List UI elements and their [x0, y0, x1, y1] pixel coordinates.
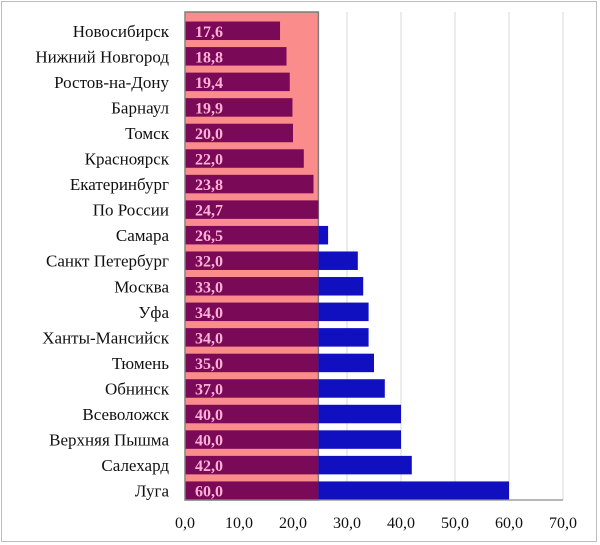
bar-10 [185, 277, 319, 296]
data-label: 42,0 [195, 458, 223, 475]
category-label: По России [93, 201, 169, 220]
data-labels: 17,6 18,8 19,4 19,9 20,0 22,0 23,8 24,7 26,5 32,0… [195, 24, 223, 501]
bar-1 [185, 47, 287, 66]
category-label: Ростов-на-Дону [54, 73, 169, 92]
data-label: 26,5 [195, 228, 223, 245]
x-tick-label: 30,0 [333, 515, 361, 532]
bar-extension-14 [318, 379, 385, 398]
x-tick-label: 40,0 [387, 515, 415, 532]
bar-extension-10 [318, 277, 364, 296]
bar-17 [185, 455, 319, 475]
bar-extension-17 [318, 455, 412, 475]
data-label: 34,0 [195, 305, 223, 322]
bar-0 [185, 21, 281, 41]
x-tick-label: 70,0 [549, 515, 577, 532]
category-label: Нижний Новгород [35, 47, 169, 66]
category-label: Санкт Петербург [46, 252, 169, 271]
bar-extension-8 [318, 225, 329, 245]
bar-15 [185, 404, 319, 424]
x-axis [184, 12, 563, 501]
x-tick-labels: 0,0 10,0 20,0 30,0 40,0 50,0 60,0 70,0 [175, 515, 577, 532]
category-label: Москва [114, 277, 169, 296]
category-label: Обнинск [105, 379, 170, 398]
bar-13 [185, 353, 319, 373]
data-label: 60,0 [195, 484, 223, 501]
data-label: 17,6 [195, 24, 223, 41]
bar-9 [185, 251, 319, 270]
x-tick-label: 60,0 [495, 515, 523, 532]
category-label: Тюмень [112, 354, 169, 373]
data-label: 32,0 [195, 254, 223, 271]
bar-extension-9 [318, 251, 358, 270]
category-labels: Новосибирск Нижний Новгород Ростов-на-Дону… [35, 22, 169, 501]
data-label: 22,0 [195, 152, 223, 169]
category-label: Верхняя Пышма [49, 431, 169, 450]
category-label: Ханты-Мансийск [42, 328, 169, 347]
category-label: Томск [125, 124, 170, 143]
category-label: Новосибирск [73, 22, 170, 41]
x-tick-label: 50,0 [441, 515, 469, 532]
data-label: 37,0 [195, 381, 223, 398]
bar-3 [185, 98, 293, 117]
category-label: Екатеринбург [70, 175, 169, 194]
x-tick-label: 10,0 [225, 515, 253, 532]
bar-5 [185, 149, 304, 168]
data-label: 24,7 [195, 203, 223, 220]
data-label: 40,0 [195, 433, 223, 450]
x-tick-label: 0,0 [175, 515, 195, 532]
data-label: 34,0 [195, 330, 223, 347]
category-label: Самара [116, 226, 170, 245]
data-label: 20,0 [195, 126, 223, 143]
data-label: 18,8 [195, 49, 223, 66]
data-label: 19,9 [195, 100, 223, 117]
bars [185, 21, 509, 500]
bar-extension-15 [318, 404, 401, 424]
category-label: Уфа [138, 303, 169, 322]
data-label: 23,8 [195, 177, 223, 194]
bar-16 [185, 430, 319, 449]
bar-14 [185, 379, 319, 398]
bar-7 [185, 200, 319, 219]
data-label: 40,0 [195, 407, 223, 424]
bar-12 [185, 328, 319, 347]
data-label: 19,4 [195, 75, 223, 92]
x-tick-label: 20,0 [279, 515, 307, 532]
bar-extension-18 [318, 481, 509, 500]
bar-extension-13 [318, 353, 374, 373]
bar-2 [185, 72, 290, 92]
bar-extension-16 [318, 430, 401, 449]
category-label: Барнаул [111, 98, 169, 117]
bar-11 [185, 302, 319, 322]
bar-8 [185, 225, 319, 245]
bar-4 [185, 123, 293, 143]
data-label: 33,0 [195, 279, 223, 296]
data-label: 35,0 [195, 356, 223, 373]
category-label: Салехард [101, 456, 169, 475]
category-label: Луга [135, 482, 170, 501]
category-label: Всеволожск [82, 405, 169, 424]
bar-18 [185, 481, 319, 500]
bar-extension-11 [318, 302, 369, 322]
bar-6 [185, 174, 314, 194]
category-label: Красноярск [85, 150, 170, 169]
bar-extension-12 [318, 328, 369, 347]
